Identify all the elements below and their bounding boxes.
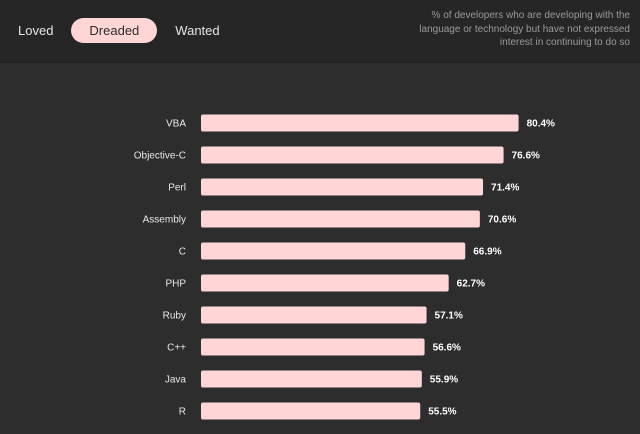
value-label-cplusplus: 56.6% (433, 343, 461, 354)
bar-cplusplus[interactable] (201, 338, 425, 356)
dreaded-languages-chart: VBA 80.4% Objective-C 76.6% Perl 71.4% Assembl… (0, 63, 640, 434)
value-label-ruby: 57.1% (435, 311, 463, 322)
value-label-c: 66.9% (473, 247, 501, 258)
value-label-r: 55.5% (428, 407, 456, 418)
bar-assembly[interactable] (201, 210, 480, 228)
bar-php[interactable] (201, 274, 449, 292)
tab-bar: Loved Dreaded Wanted (6, 18, 232, 43)
category-label-assembly: Assembly (143, 215, 186, 226)
category-label-vba: VBA (166, 119, 186, 130)
chart-description: % of developers who are developing with … (419, 10, 630, 48)
value-label-perl: 71.4% (491, 183, 519, 194)
bar-java[interactable] (201, 370, 422, 388)
header: Loved Dreaded Wanted % of developers who… (0, 0, 640, 63)
category-label-java: Java (165, 375, 187, 386)
bar-r[interactable] (201, 402, 421, 420)
value-label-vba: 80.4% (527, 119, 555, 130)
bar-vba[interactable] (201, 114, 519, 132)
category-label-php: PHP (165, 279, 186, 290)
bar-chart: VBA 80.4% Objective-C 76.6% Perl 71.4% Assembl… (134, 114, 555, 420)
bar-objective-c[interactable] (201, 146, 504, 164)
value-label-php: 62.7% (457, 279, 485, 290)
value-label-java: 55.9% (430, 375, 458, 386)
value-label-objective-c: 76.6% (512, 151, 540, 162)
category-label-ruby: Ruby (163, 311, 186, 322)
category-label-c: C (179, 247, 186, 258)
category-label-objective-c: Objective-C (134, 151, 186, 162)
tab-loved[interactable]: Loved (18, 23, 54, 38)
category-label-perl: Perl (168, 183, 186, 194)
bar-perl[interactable] (201, 178, 484, 196)
bar-c[interactable] (201, 242, 466, 260)
bar-ruby[interactable] (201, 306, 427, 324)
tab-wanted[interactable]: Wanted (175, 23, 220, 38)
tab-dreaded[interactable]: Dreaded (71, 18, 158, 43)
category-label-cplusplus: C++ (167, 343, 186, 354)
value-label-assembly: 70.6% (488, 215, 516, 226)
category-label-r: R (179, 407, 186, 418)
